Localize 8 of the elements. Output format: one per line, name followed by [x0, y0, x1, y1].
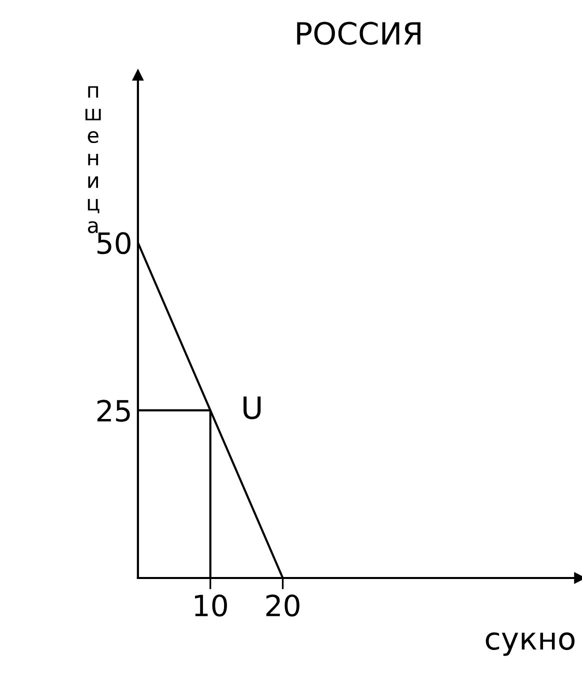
y-axis-title: пшеница	[85, 86, 101, 234]
x-tick-label: 20	[266, 594, 300, 617]
x-axis-title: сукно	[486, 632, 575, 656]
annotation: U	[244, 396, 261, 420]
x-tick-label: 10	[194, 594, 227, 617]
chart-title: РОССИЯ	[297, 22, 420, 45]
y-tick-label: 50	[98, 232, 130, 254]
y-tick-label: 25	[97, 400, 130, 422]
